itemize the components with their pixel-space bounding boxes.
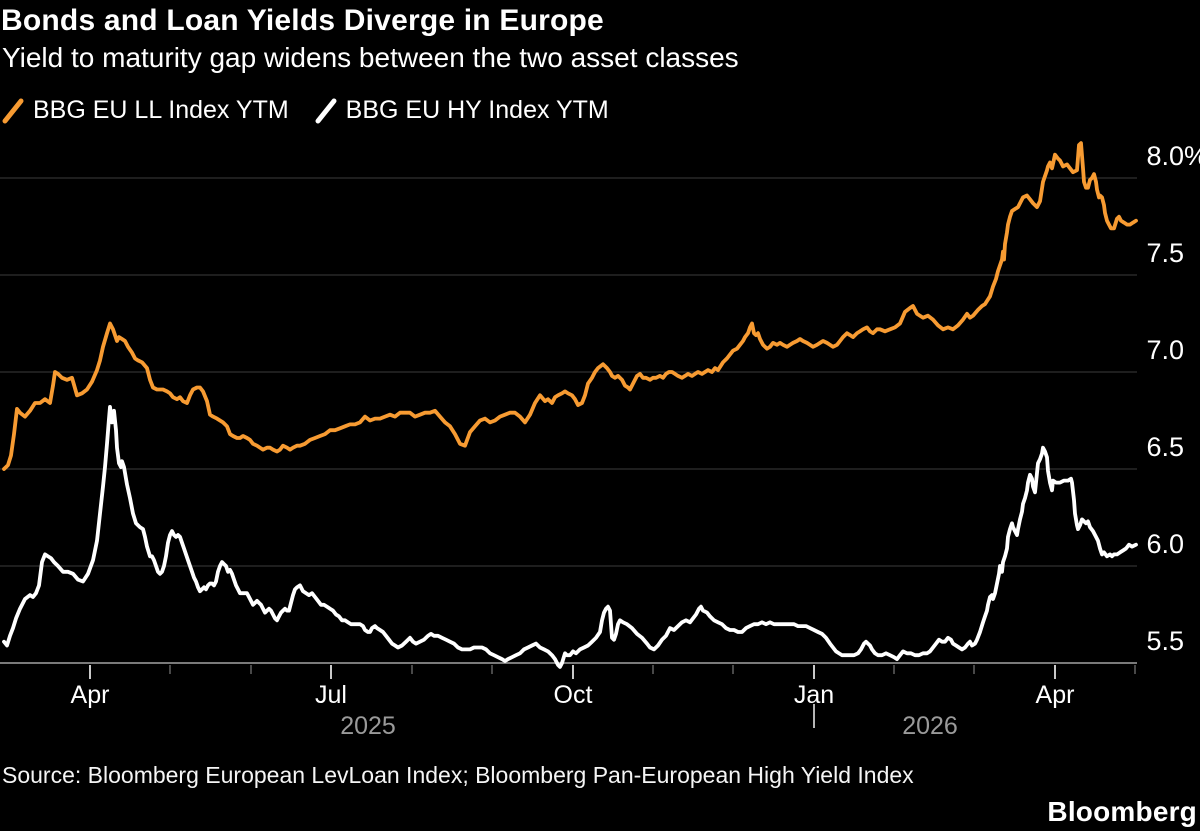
chart-legend: BBG EU LL Index YTM BBG EU HY Index YTM bbox=[2, 96, 609, 125]
chart-subtitle: Yield to maturity gap widens between the… bbox=[2, 42, 739, 73]
y-axis-tick-label: 7.5 bbox=[1146, 238, 1184, 268]
y-axis-tick-label: 6.0 bbox=[1146, 529, 1184, 559]
gridlines bbox=[0, 177, 1137, 664]
x-axis-year-label: 2025 bbox=[340, 712, 396, 740]
x-axis-month-label: Jul bbox=[315, 681, 347, 709]
x-axis-month-label: Apr bbox=[1035, 681, 1075, 709]
y-axis-tick-label: 8.0% bbox=[1146, 141, 1200, 171]
legend-item-ll: BBG EU LL Index YTM bbox=[2, 96, 289, 125]
x-axis-month-label: Jan bbox=[793, 681, 835, 709]
x-axis-month-label: Oct bbox=[553, 681, 593, 709]
page-title: Bonds and Loan Yields Diverge in Europe bbox=[1, 4, 604, 37]
source-note: Source: Bloomberg European LevLoan Index… bbox=[2, 762, 914, 788]
legend-label-hy: BBG EU HY Index YTM bbox=[345, 96, 609, 124]
x-axis-ticks bbox=[89, 665, 1136, 728]
y-axis-tick-label: 7.0 bbox=[1146, 335, 1184, 365]
bloomberg-logo: Bloomberg bbox=[1047, 796, 1197, 827]
x-axis-month-label: Apr bbox=[70, 681, 110, 709]
y-axis-tick-label: 5.5 bbox=[1146, 626, 1184, 656]
line-swatch-icon bbox=[315, 98, 337, 123]
legend-label-ll: BBG EU LL Index YTM bbox=[33, 96, 289, 124]
chart-series bbox=[2, 141, 1138, 669]
line-swatch-icon bbox=[2, 98, 24, 123]
legend-item-hy: BBG EU HY Index YTM bbox=[315, 96, 609, 125]
x-axis-year-label: 2026 bbox=[902, 712, 958, 740]
y-axis-tick-label: 6.5 bbox=[1146, 432, 1184, 462]
